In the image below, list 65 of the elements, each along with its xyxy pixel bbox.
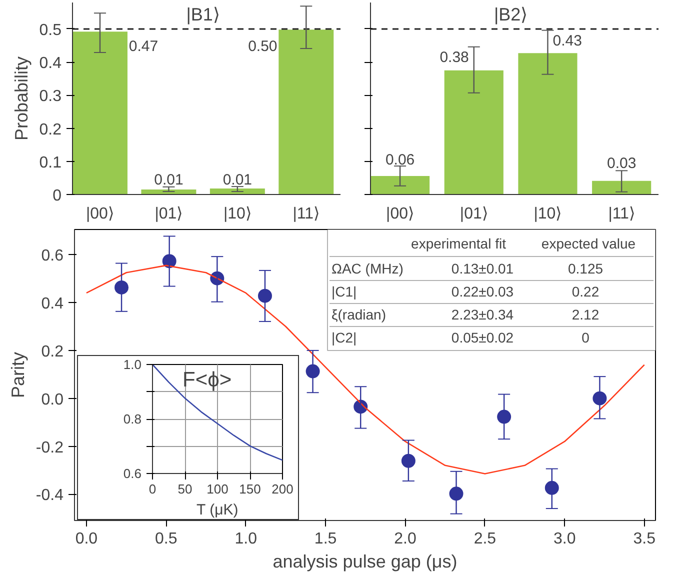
- y-tick-label: 0.2: [41, 343, 64, 360]
- y-tick-label: 0.8: [123, 412, 142, 426]
- x-tick-label: |11⟩: [608, 206, 635, 222]
- annotation: 0.03: [606, 155, 636, 172]
- x-tick-label: |00⟩: [86, 206, 114, 222]
- x-tick-label: |00⟩: [386, 206, 414, 222]
- y-tick-label: 0.6: [123, 466, 142, 481]
- y-tick-label: 0.1: [39, 154, 62, 172]
- x-tick-label: 1.0: [234, 530, 258, 548]
- annotation: 0.01: [222, 172, 252, 189]
- x-tick-label: |10⟩: [223, 206, 252, 222]
- annotation: experimental fit: [411, 236, 506, 252]
- annotation: 0.05±0.02: [451, 330, 514, 346]
- y-tick-label: 0.5: [39, 22, 62, 39]
- x-tick-label: |11⟩: [292, 206, 320, 222]
- annotation: 0.13±0.01: [451, 260, 514, 276]
- x-tick-label: 2.5: [474, 530, 496, 548]
- x-tick-label: 150: [239, 482, 261, 496]
- annotation: 0.50: [248, 38, 278, 56]
- y-tick-label: 0.2: [39, 121, 62, 138]
- x-tick-label: 0.5: [155, 530, 178, 548]
- x-tick-label: |01⟩: [460, 206, 488, 222]
- annotation: expected value: [541, 236, 636, 252]
- annotation: 2.12: [572, 306, 600, 322]
- y-tick-label: 1.0: [123, 357, 142, 372]
- annotation: 0.125: [568, 260, 604, 276]
- annotation: 0.43: [552, 32, 582, 50]
- x-tick-label: 3.5: [633, 530, 656, 548]
- chart-title: |B1⟩: [186, 4, 220, 24]
- x-tick-label: 2.0: [394, 530, 416, 548]
- x-axis-title: analysis pulse gap (μs): [272, 552, 458, 572]
- y-tick-label: 0.4: [41, 296, 64, 313]
- annotation: |C2|: [332, 330, 357, 346]
- y-tick-label: 0.0: [41, 391, 64, 408]
- annotation: 0.22: [572, 284, 600, 300]
- y-tick-label: 0: [52, 188, 62, 204]
- annotation: |C1|: [332, 284, 357, 300]
- annotation: 0.22±0.03: [451, 284, 514, 300]
- y-tick-label: 0.4: [39, 55, 62, 72]
- y-tick-label: 0.3: [39, 88, 62, 106]
- x-tick-label: 1.5: [314, 530, 337, 548]
- x-tick-label: |10⟩: [534, 206, 562, 222]
- x-tick-label: |01⟩: [154, 206, 183, 222]
- x-tick-label: 3.0: [554, 530, 576, 548]
- y-tick-label: 0.6: [41, 248, 64, 265]
- x-axis-title: T (μK): [196, 502, 238, 518]
- annotation: ΩAC (MHz): [332, 260, 404, 276]
- y-axis-title: Probability: [11, 56, 32, 141]
- annotation: 0.06: [385, 152, 415, 169]
- annotation: 0: [582, 330, 590, 346]
- annotation: ξ(radian): [332, 306, 386, 322]
- annotation: 0.38: [440, 49, 469, 66]
- annotation: 0.47: [128, 38, 158, 56]
- y-tick-label: -0.2: [36, 439, 64, 456]
- x-tick-label: 100: [206, 482, 228, 496]
- annotation: 2.23±0.34: [451, 306, 514, 322]
- annotation: 0.01: [154, 172, 184, 189]
- x-tick-label: 200: [272, 482, 294, 496]
- chart-title: |B2⟩: [494, 4, 528, 24]
- x-tick-label: 0: [148, 482, 156, 496]
- chart-title: F<ϕ>: [182, 368, 232, 392]
- y-axis-title: Parity: [8, 352, 28, 398]
- x-tick-label: 0.0: [75, 530, 98, 548]
- x-tick-label: 50: [178, 482, 192, 496]
- y-tick-label: -0.4: [36, 487, 64, 504]
